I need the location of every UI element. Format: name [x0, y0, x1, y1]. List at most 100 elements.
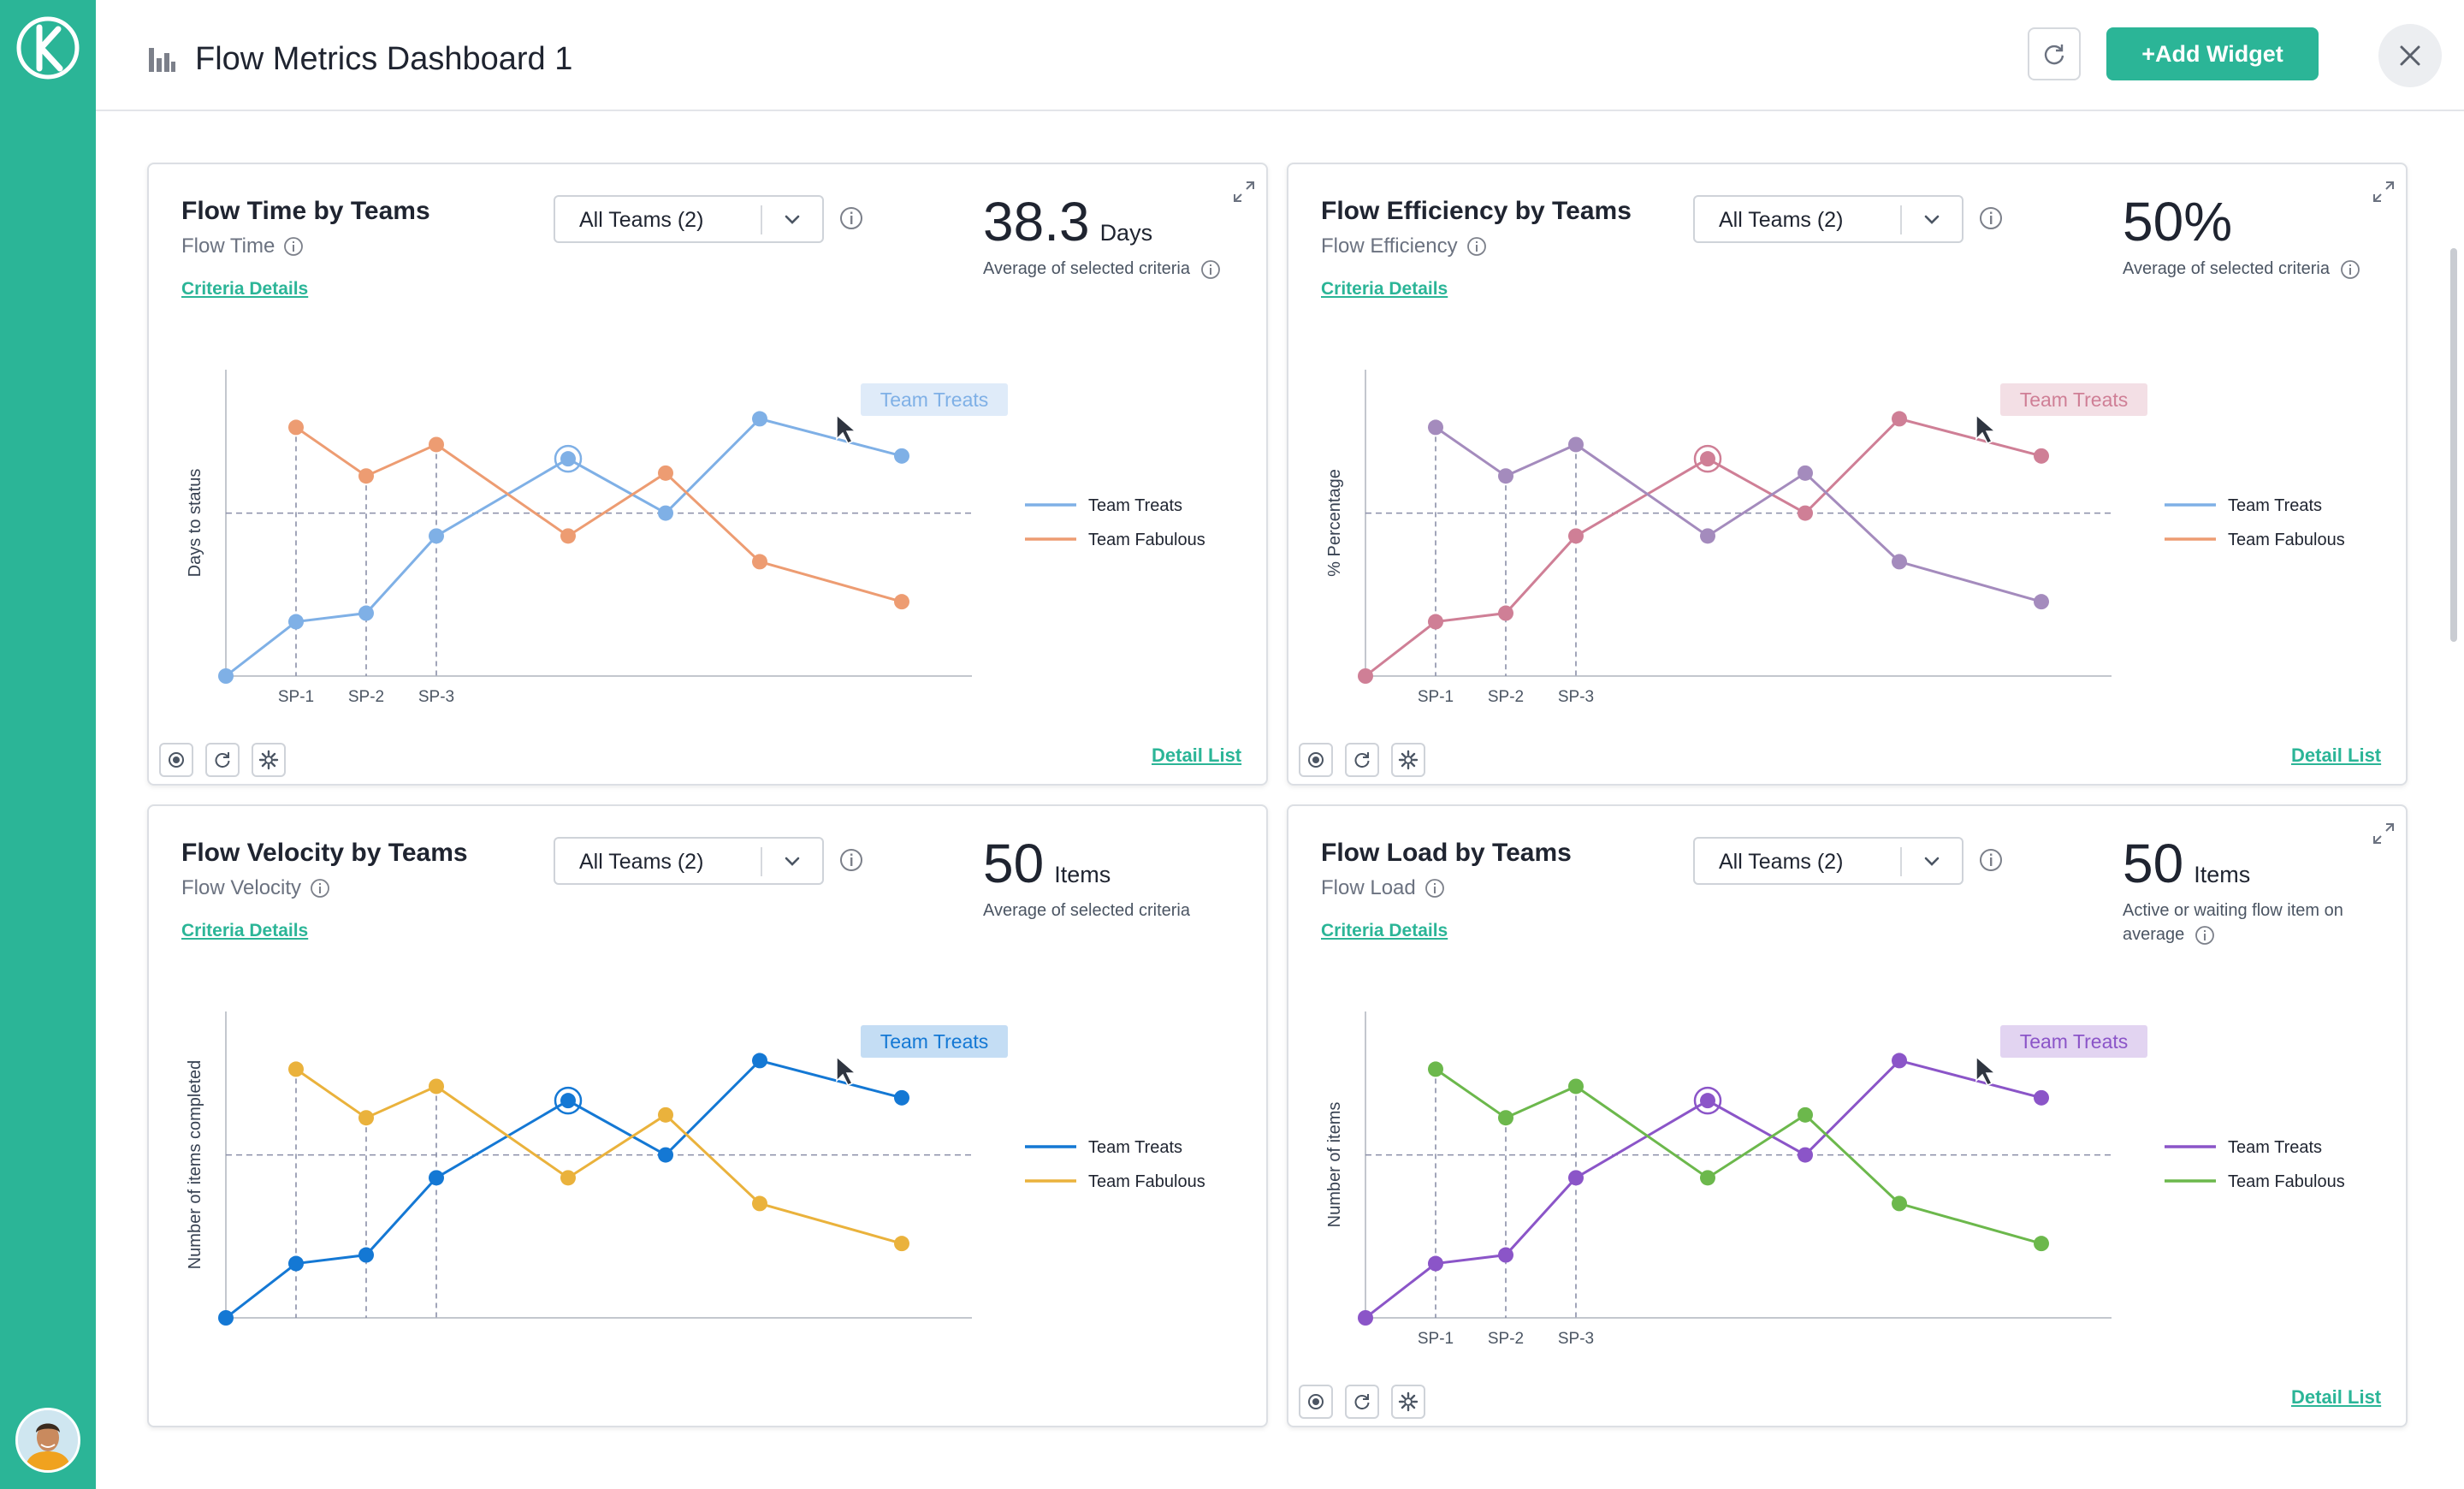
- settings-button[interactable]: [252, 743, 286, 777]
- detail-list-link[interactable]: Detail List: [2291, 744, 2382, 766]
- reload-button[interactable]: [1345, 743, 1379, 777]
- info-icon[interactable]: [838, 847, 864, 873]
- x-tick-label: SP-1: [1418, 1330, 1454, 1348]
- data-point: [1568, 1170, 1584, 1186]
- cursor-icon: [836, 1055, 858, 1086]
- left-rail: [0, 0, 96, 1489]
- data-point: [752, 411, 767, 427]
- info-icon[interactable]: [1466, 236, 1487, 257]
- widget-subtitle-text: Flow Time: [181, 234, 275, 258]
- team-select-value: All Teams (2): [1719, 208, 1844, 232]
- app-logo-icon[interactable]: [15, 15, 80, 80]
- page-title: Flow Metrics Dashboard 1: [195, 41, 573, 77]
- widget-card-2: Flow Efficiency by Teams Flow Efficiency…: [1287, 163, 2408, 786]
- team-select[interactable]: All Teams (2): [554, 837, 824, 885]
- metric-caption-text: Average of selected criteria: [2123, 259, 2330, 278]
- refresh-button[interactable]: [2028, 27, 2081, 80]
- gear-icon: [258, 750, 279, 770]
- data-point: [288, 614, 304, 630]
- info-icon[interactable]: [310, 878, 330, 899]
- data-point: [894, 448, 909, 464]
- data-point: [1428, 1061, 1443, 1077]
- metric-value: 50: [983, 833, 1045, 894]
- series-line-team-treats: [225, 417, 903, 678]
- series-line-team-fabulous: [1435, 1068, 2042, 1245]
- x-tick-label: SP-3: [1558, 688, 1594, 706]
- data-point: [1428, 419, 1443, 436]
- history-icon: [169, 752, 184, 768]
- series-line-team-fabulous: [295, 426, 903, 603]
- vertical-scrollbar[interactable]: [2450, 248, 2457, 642]
- data-point: [1892, 1195, 1907, 1212]
- team-select[interactable]: All Teams (2): [1693, 837, 1964, 885]
- team-select-value: All Teams (2): [579, 850, 704, 874]
- history-button[interactable]: [1299, 1385, 1333, 1419]
- settings-button[interactable]: [1391, 743, 1425, 777]
- metric: 50 Items: [983, 832, 1111, 895]
- x-tick-label: SP-1: [278, 688, 314, 706]
- info-icon[interactable]: [2340, 259, 2360, 280]
- data-point: [358, 1110, 374, 1126]
- team-select-value: All Teams (2): [579, 208, 704, 232]
- data-point: [1798, 505, 1813, 521]
- x-tick-label: SP-3: [418, 688, 454, 706]
- close-button[interactable]: [2378, 24, 2442, 87]
- history-button[interactable]: [1299, 743, 1333, 777]
- legend-label: Team Fabulous: [1088, 1172, 1205, 1191]
- data-point: [2034, 594, 2049, 610]
- refresh-icon: [2044, 44, 2064, 65]
- criteria-details-link[interactable]: Criteria Details: [1321, 921, 1448, 940]
- data-point: [288, 1255, 304, 1272]
- widget-subtitle: Flow Time: [181, 234, 304, 258]
- criteria-details-link[interactable]: Criteria Details: [1321, 279, 1448, 299]
- history-icon: [1308, 1394, 1324, 1409]
- widget-subtitle: Flow Efficiency: [1321, 234, 1487, 258]
- data-point: [1892, 411, 1907, 427]
- data-point: [358, 468, 374, 484]
- data-point: [1700, 528, 1715, 544]
- data-point: [1798, 1147, 1813, 1163]
- tooltip-box: [2000, 383, 2147, 416]
- widget-subtitle-text: Flow Efficiency: [1321, 234, 1458, 258]
- reload-button[interactable]: [1345, 1385, 1379, 1419]
- info-icon[interactable]: [1978, 205, 2004, 231]
- criteria-details-link[interactable]: Criteria Details: [181, 279, 309, 299]
- info-icon[interactable]: [1424, 878, 1445, 899]
- metric-caption: Average of selected criteria: [2123, 257, 2405, 281]
- tooltip-label: Team Treats: [880, 1030, 989, 1053]
- info-icon[interactable]: [838, 205, 864, 231]
- tooltip-label: Team Treats: [880, 389, 989, 411]
- detail-list-link[interactable]: Detail List: [2291, 1386, 2382, 1408]
- data-point: [1700, 451, 1715, 467]
- data-point: [1428, 614, 1443, 630]
- info-icon[interactable]: [1200, 259, 1221, 280]
- team-select[interactable]: All Teams (2): [554, 195, 824, 243]
- detail-list-link[interactable]: Detail List: [1152, 744, 1242, 766]
- history-button[interactable]: [159, 743, 193, 777]
- series-line-team-fabulous: [1435, 426, 2042, 603]
- x-tick-label: SP-1: [1418, 688, 1454, 706]
- legend-label: Team Fabulous: [1088, 531, 1205, 549]
- info-icon[interactable]: [283, 236, 304, 257]
- info-icon[interactable]: [2194, 925, 2215, 946]
- legend-label: Team Treats: [2228, 496, 2322, 515]
- expand-icon[interactable]: [2372, 180, 2396, 204]
- data-point: [1358, 1310, 1373, 1326]
- user-avatar[interactable]: [15, 1408, 80, 1473]
- expand-icon[interactable]: [2372, 822, 2396, 845]
- criteria-details-link[interactable]: Criteria Details: [181, 921, 309, 940]
- data-point: [1568, 436, 1584, 453]
- x-tick-label: SP-3: [1558, 1330, 1594, 1348]
- bar-chart-icon: [149, 48, 175, 72]
- reload-button[interactable]: [205, 743, 240, 777]
- data-point: [2034, 1089, 2049, 1106]
- info-icon[interactable]: [1978, 847, 2004, 873]
- expand-icon[interactable]: [1232, 180, 1256, 204]
- metric-value: 38.3: [983, 191, 1090, 252]
- team-select[interactable]: All Teams (2): [1693, 195, 1964, 243]
- refresh-icon: [1354, 1394, 1370, 1410]
- add-widget-button[interactable]: +Add Widget: [2106, 27, 2319, 80]
- select-divider: [761, 847, 762, 876]
- settings-button[interactable]: [1391, 1385, 1425, 1419]
